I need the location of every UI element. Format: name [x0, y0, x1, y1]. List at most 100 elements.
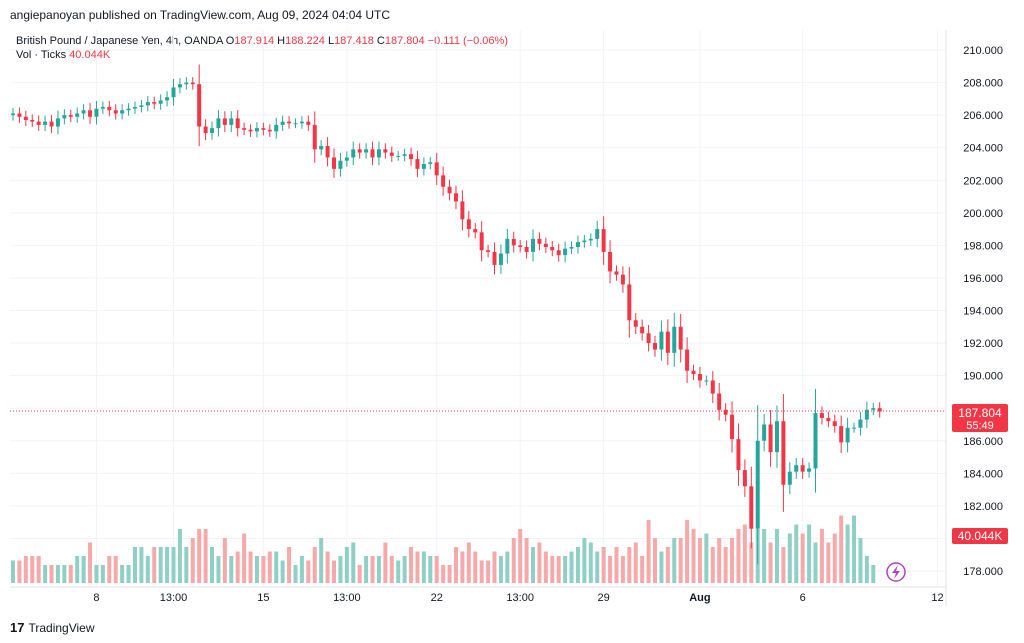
lightning-icon[interactable] — [886, 562, 906, 582]
volume-bar — [113, 556, 118, 583]
volume-bar — [762, 529, 767, 583]
volume-bar — [556, 556, 561, 583]
volume-bar — [287, 547, 292, 583]
candle-body — [672, 326, 677, 353]
volume-bar — [49, 565, 54, 583]
candle-body — [742, 470, 747, 487]
volume-bar — [717, 538, 722, 583]
volume-bar — [492, 551, 497, 583]
candle-body — [235, 118, 240, 129]
volume-bar — [460, 551, 465, 583]
volume-bar — [184, 547, 189, 583]
close-value: 187.804 — [384, 35, 425, 47]
candle-body — [152, 102, 157, 104]
candle-body — [646, 333, 651, 344]
volume-bar — [768, 542, 773, 583]
volume-bar — [409, 547, 414, 583]
volume-legend[interactable]: Vol · Ticks 40.044K — [16, 49, 110, 61]
volume-bar — [332, 560, 336, 583]
volume-bar — [299, 556, 304, 583]
volume-bar — [569, 551, 574, 583]
volume-bar — [691, 529, 696, 583]
candle-body — [819, 413, 824, 418]
volume-bar — [389, 556, 394, 583]
volume-bar — [486, 560, 491, 583]
candle-body — [17, 113, 22, 117]
volume-bar — [505, 551, 510, 583]
candle-body — [210, 128, 215, 134]
volume-bar — [11, 560, 15, 583]
low-value: 187.418 — [334, 35, 374, 47]
volume-bar — [306, 560, 311, 583]
candle-body — [807, 468, 812, 472]
price-tick-label: 192.000 — [963, 338, 1003, 350]
volume-bar — [267, 551, 272, 583]
candle-body — [75, 113, 80, 117]
volume-bar — [582, 538, 587, 583]
candle-body — [640, 326, 645, 334]
volume-bar — [81, 556, 86, 583]
volume-bar — [723, 547, 728, 583]
volume-bar — [94, 565, 99, 583]
volume-bar — [171, 547, 176, 583]
volume-bar — [402, 556, 407, 583]
price-axis[interactable]: 210.000 208.000 206.000 204.000 202.000 200.0… — [963, 45, 1003, 578]
candle-body — [800, 465, 805, 472]
candle-body — [132, 106, 137, 109]
candle-body — [49, 121, 54, 127]
candle-body — [531, 238, 536, 252]
price-tick-label: 210.000 — [963, 45, 1003, 57]
candle-body — [563, 248, 568, 256]
candle-body — [421, 163, 426, 169]
volume-bar — [145, 556, 150, 583]
candle-body — [627, 284, 632, 321]
time-tick-label: 13:00 — [506, 592, 534, 604]
candle-body — [717, 393, 722, 410]
volume-bar — [736, 529, 741, 583]
candle-body — [248, 129, 253, 132]
volume-bar — [293, 565, 298, 583]
candle-body — [569, 247, 574, 249]
volume-bar — [787, 533, 792, 583]
candle-body — [222, 118, 227, 125]
volume-tag: 40.044K — [952, 528, 1008, 544]
volume-bar — [43, 565, 48, 583]
candle-body — [447, 186, 452, 194]
candle-body — [113, 110, 118, 114]
volume-label: Vol · Ticks — [16, 49, 67, 61]
volume-bar — [261, 556, 266, 583]
volume-bar — [710, 547, 715, 583]
volume-bar — [120, 565, 125, 583]
candle-body — [396, 155, 401, 157]
volume-value: 40.044K — [69, 49, 111, 61]
candle-body — [81, 110, 86, 114]
volume-bar — [229, 556, 234, 583]
candle-body — [165, 97, 170, 101]
price-tag: 187.804 55:49 — [952, 404, 1008, 432]
candle-body — [620, 274, 625, 285]
candle-body — [280, 121, 285, 125]
volume-bar — [428, 556, 433, 583]
time-axis[interactable]: 8 13:00 15 13:00 22 13:00 29 Aug 6 12 — [93, 592, 943, 604]
volume-bar — [858, 538, 863, 583]
candle-body — [794, 465, 799, 472]
candle-body — [453, 193, 458, 202]
candle-body — [685, 349, 690, 371]
candle-body — [389, 152, 394, 156]
volume-bar — [190, 538, 195, 583]
volume-bar — [158, 547, 163, 583]
open-value: 187.914 — [234, 35, 275, 47]
volume-bar — [351, 542, 356, 583]
volume-bar — [36, 556, 41, 583]
volume-bar — [659, 551, 664, 583]
volume-bar — [139, 547, 144, 583]
candle-body — [319, 146, 324, 150]
candle-body — [229, 118, 234, 125]
volume-bar — [511, 538, 516, 583]
volume-bar — [537, 542, 542, 583]
symbol-legend[interactable]: British Pound / Japanese Yen, 4h, OANDA … — [16, 34, 508, 49]
candle-body — [11, 113, 15, 116]
candle-body — [845, 427, 850, 443]
